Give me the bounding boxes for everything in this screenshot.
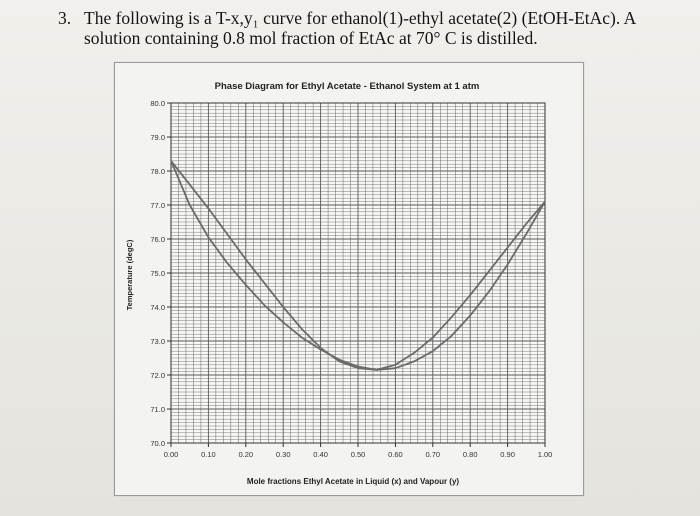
x-tick-label: 0.30 (276, 450, 291, 459)
y-tick-label: 78.0 (150, 167, 165, 176)
question-number: 3. (58, 8, 72, 28)
chart-grid (170, 102, 546, 444)
y-tick-label: 79.0 (150, 133, 165, 142)
chart-axes (167, 102, 546, 447)
question-text: 3. The following is a T-x,y₁ curve for e… (58, 8, 682, 48)
question-line-1: The following is a T-x,y₁ curve for etha… (84, 8, 637, 28)
x-tick-label: 0.10 (201, 450, 216, 459)
y-tick-label: 73.0 (150, 337, 165, 346)
question-line-2: solution containing 0.8 mol fraction of … (84, 28, 538, 48)
y-tick-label: 74.0 (150, 303, 165, 312)
series-line-1 (170, 160, 546, 371)
x-tick-label: 0.80 (463, 450, 478, 459)
y-tick-label: 71.0 (150, 405, 165, 414)
x-tick-label: 0.40 (313, 450, 328, 459)
y-tick-label: 75.0 (150, 269, 165, 278)
y-tick-label: 77.0 (150, 201, 165, 210)
y-tick-label: 80.0 (150, 99, 165, 108)
x-tick-label: 1.00 (538, 450, 553, 459)
chart-series (170, 160, 546, 371)
y-tick-label: 70.0 (150, 439, 165, 448)
x-tick-label: 0.70 (425, 450, 440, 459)
x-tick-label: 0.60 (388, 450, 403, 459)
x-tick-label: 0.20 (238, 450, 253, 459)
y-tick-label: 72.0 (150, 371, 165, 380)
y-axis-label: Temperature (degC) (125, 239, 134, 310)
x-tick-label: 0.50 (351, 450, 366, 459)
phase-diagram-chart: Phase Diagram for Ethyl Acetate - Ethano… (125, 81, 552, 486)
y-tick-label: 76.0 (150, 235, 165, 244)
series-line-2 (170, 160, 546, 371)
phase-diagram-figure: Phase Diagram for Ethyl Acetate - Ethano… (114, 62, 584, 496)
chart-tick-labels: 70.0 71.0 72.0 73.0 74.0 75.0 76.0 77.0 78.0 79.0… (150, 99, 552, 459)
x-tick-label: 0.00 (164, 450, 179, 459)
chart-title: Phase Diagram for Ethyl Acetate - Ethano… (215, 81, 480, 92)
x-axis-label: Mole fractions Ethyl Acetate in Liquid (… (247, 477, 460, 486)
x-tick-label: 0.90 (500, 450, 515, 459)
